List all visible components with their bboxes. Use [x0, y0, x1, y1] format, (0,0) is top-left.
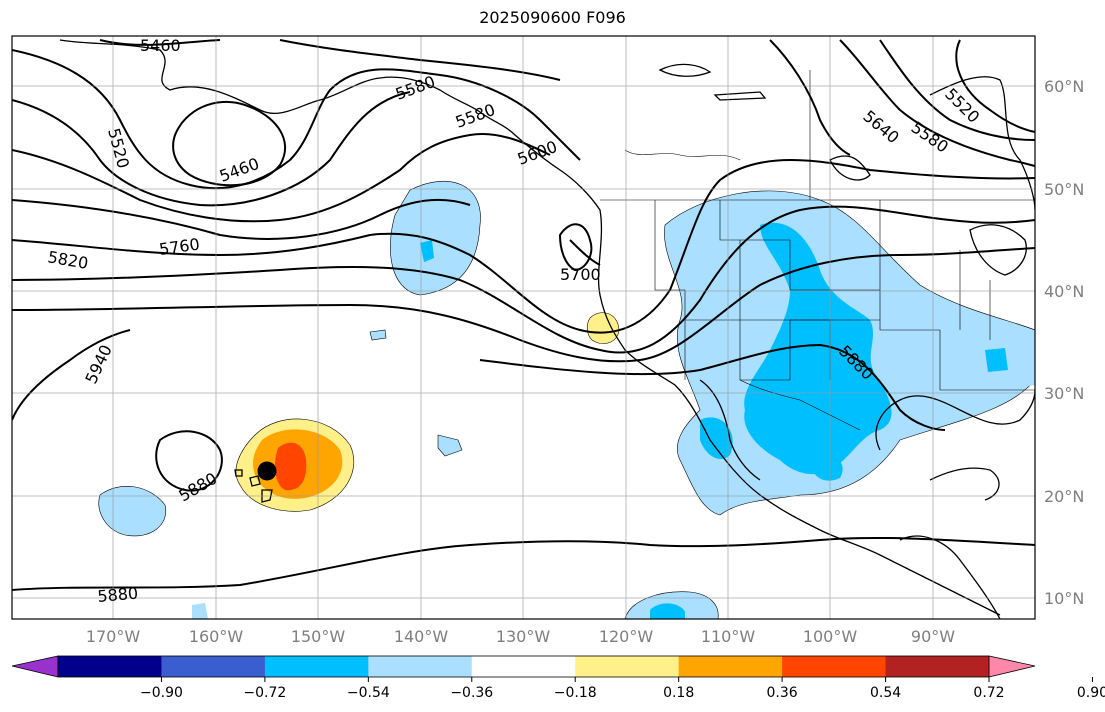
storm-center-marker	[257, 461, 277, 481]
longitude-labels: 170°W 160°W 150°W 140°W 130°W 120°W 110°…	[86, 627, 955, 646]
colorbar-tick-label: 0.36	[767, 685, 798, 701]
colorbar-tick-label: 0.72	[973, 685, 1004, 701]
colorbar-segment	[264, 656, 369, 677]
colorbar: −0.90 −0.72 −0.54 −0.36 −0.18 0.18 0.36 0.54 0.7…	[11, 655, 1105, 701]
lon-label: 110°W	[701, 627, 756, 646]
colorbar-tick-label: −0.90	[140, 685, 183, 701]
gridlines	[12, 36, 1035, 619]
colorbar-segment	[782, 656, 887, 677]
colorbar-segment	[885, 656, 990, 677]
coastlines	[59, 39, 1035, 619]
lat-label: 60°N	[1044, 77, 1084, 96]
colorbar-extend-low	[11, 655, 59, 678]
lon-label: 120°W	[599, 627, 654, 646]
shaded-field-negative	[98, 180, 1035, 619]
colorbar-tick-label: −0.18	[554, 685, 597, 701]
colorbar-segment	[161, 656, 266, 677]
colorbar-extend-high	[988, 655, 1036, 678]
lon-label: 130°W	[496, 627, 551, 646]
colorbar-tick-label: 0.90	[1077, 685, 1105, 701]
lon-label: 140°W	[394, 627, 449, 646]
colorbar-segment	[678, 656, 783, 677]
contour-label: 5460	[140, 36, 181, 55]
colorbar-tick-label: −0.72	[243, 685, 286, 701]
colorbar-tick-label: −0.54	[347, 685, 390, 701]
latitude-labels: 60°N 50°N 40°N 30°N 20°N 10°N	[1044, 77, 1084, 608]
lat-label: 50°N	[1044, 180, 1084, 199]
shaded-field-positive	[235, 312, 620, 512]
lon-label: 160°W	[189, 627, 244, 646]
colorbar-tick-label: −0.36	[450, 685, 493, 701]
colorbar-segment	[368, 656, 473, 677]
colorbar-frame	[57, 655, 990, 678]
map-frame	[11, 35, 1036, 620]
contour-label: 5880	[97, 584, 139, 606]
lat-label: 10°N	[1044, 589, 1084, 608]
lat-label: 30°N	[1044, 384, 1084, 403]
lon-label: 90°W	[911, 627, 955, 646]
colorbar-tick-label: 0.18	[663, 685, 694, 701]
lon-label: 170°W	[86, 627, 141, 646]
colorbar-segment	[58, 656, 162, 677]
lon-label: 100°W	[803, 627, 858, 646]
map-title: 2025090600 F096	[479, 8, 626, 27]
contour-label: 5700	[560, 265, 601, 284]
lat-label: 40°N	[1044, 282, 1084, 301]
colorbar-segment	[471, 656, 576, 677]
lat-label: 20°N	[1044, 487, 1084, 506]
colorbar-tick-label: 0.54	[870, 685, 901, 701]
colorbar-segment	[575, 656, 680, 677]
lon-label: 150°W	[291, 627, 346, 646]
